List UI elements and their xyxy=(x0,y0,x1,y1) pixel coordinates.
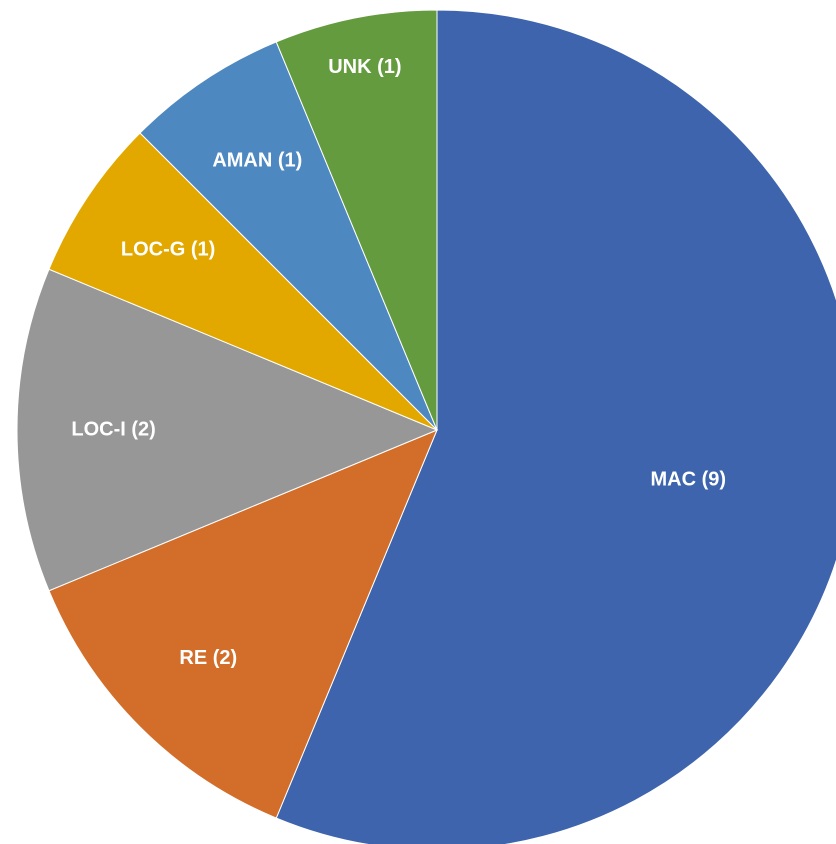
pie-slice xyxy=(16,268,439,592)
data-label: MAC (9) xyxy=(651,468,727,490)
pie-slice xyxy=(139,41,438,431)
pie-slice xyxy=(48,429,438,819)
pie-slice xyxy=(275,9,836,844)
pie-slice xyxy=(275,9,438,431)
pie-slice xyxy=(48,132,438,431)
data-label: LOC-I (2) xyxy=(71,418,155,440)
data-label: LOC-G (1) xyxy=(121,239,215,261)
data-label: RE (2) xyxy=(179,647,237,669)
data-label: UNK (1) xyxy=(328,56,401,78)
data-label: AMAN (1) xyxy=(212,149,302,171)
